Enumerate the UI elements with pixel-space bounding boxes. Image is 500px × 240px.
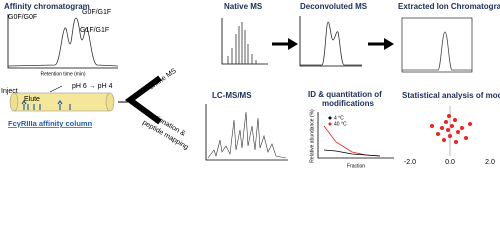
x-tick-label: 0.0: [445, 159, 455, 166]
spectrum: [227, 22, 257, 64]
section-title: ID & quantitation of: [308, 90, 382, 99]
deconvoluted-trace: [300, 21, 362, 66]
section-title: Affinity chromatogram: [4, 2, 90, 11]
series-line: [323, 125, 381, 157]
receptor: [23, 104, 71, 110]
eic-trace: [402, 31, 472, 71]
section-title: Statistical analysis of modifications: [402, 91, 500, 100]
inject-label: Inject: [1, 88, 18, 95]
legend-label: 40 °C: [334, 121, 347, 127]
axes: [317, 112, 394, 159]
elute-label: Elute: [24, 96, 40, 103]
series-line: [323, 149, 381, 157]
peak-label: G0F/G1F: [82, 9, 111, 16]
arrowhead: [384, 38, 394, 50]
scatter-cloud: [430, 114, 472, 144]
gradient-label: pH 6 → pH 4: [72, 83, 113, 90]
legend-label: 4 °C: [334, 115, 344, 121]
x-tick-label: 2.0: [485, 159, 495, 166]
chromatogram-trace: [7, 17, 119, 67]
axis-label: Fraction: [347, 163, 365, 169]
section-title: modifications: [322, 99, 375, 108]
column-end: [105, 92, 115, 112]
lcms-trace: [207, 111, 287, 159]
column-label: FcγRIIIa affinity column: [8, 119, 93, 128]
plot-frame: [401, 17, 473, 73]
pointer: [49, 85, 63, 93]
branch-label: online MS: [148, 67, 178, 91]
axes: [221, 18, 268, 65]
peak-label: G0F/G0F: [8, 14, 37, 21]
antibody: [21, 99, 63, 105]
graphical-abstract: Affinity chromatogram G0F/G0F G0F/G1F G1…: [1, 2, 500, 169]
column-end: [9, 92, 19, 112]
section-title: LC-MS/MS: [212, 91, 252, 100]
axes: [7, 14, 118, 69]
legend-marker: [328, 116, 332, 120]
branch-chevron: [124, 75, 162, 125]
axes: [299, 16, 362, 67]
legend-marker: [328, 122, 332, 126]
arrowhead: [288, 38, 298, 50]
axis-label: Relative abundance (%): [309, 109, 315, 163]
section-title: Native MS: [224, 2, 263, 11]
section-title: Deconvoluted MS: [300, 2, 368, 11]
x-tick-label: -2.0: [404, 159, 416, 166]
axis-label: Retention time (min): [40, 71, 85, 77]
section-title: Extracted Ion Chromatogram: [398, 2, 500, 11]
peak-label: G1F/G1F: [80, 27, 109, 34]
axes: [205, 104, 288, 161]
